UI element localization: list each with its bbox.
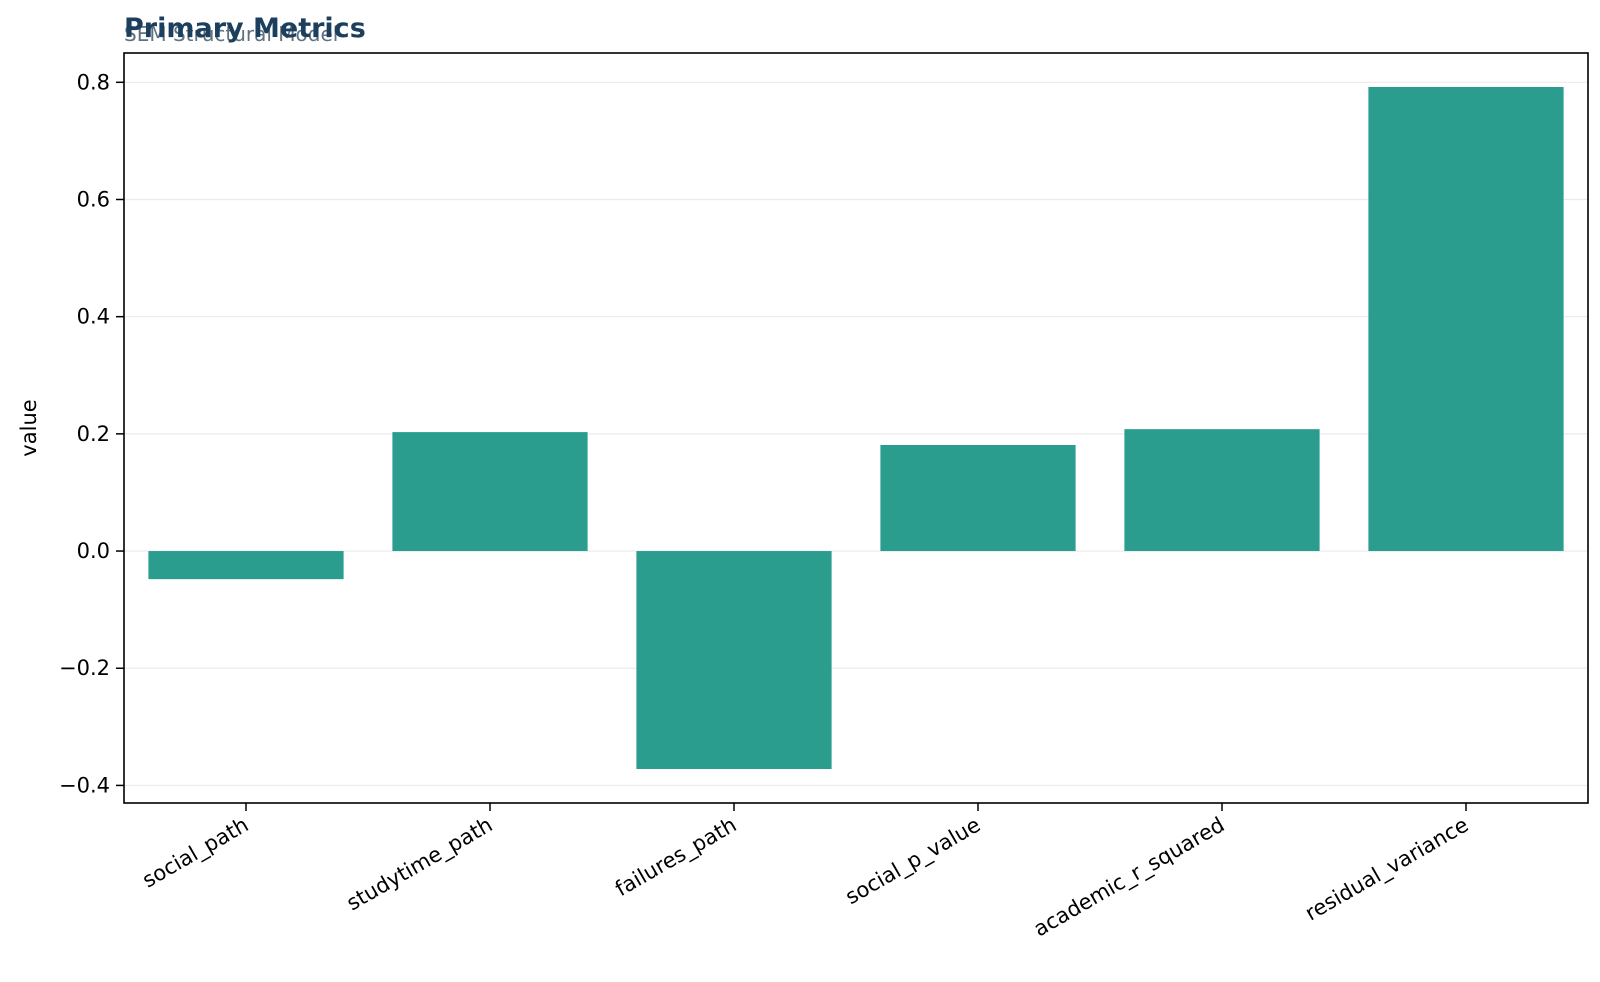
bar-social-path — [148, 551, 344, 580]
y-tick-label: −0.4 — [59, 773, 110, 797]
bar-academic-r-squared — [1124, 429, 1320, 552]
chart-subtitle: SEM Structural Model — [124, 22, 338, 46]
bar-residual-variance — [1368, 86, 1564, 552]
x-tick-label: academic_r_squared — [1030, 813, 1229, 943]
chart-title: Primary Metrics — [124, 13, 366, 44]
bars — [148, 86, 1564, 770]
y-tick-label: −0.2 — [59, 656, 110, 680]
gridlines — [124, 81, 1588, 787]
y-tick-label: 0.0 — [77, 539, 110, 563]
y-ticks: −0.4 −0.2 0.0 0.2 0.4 0.6 0.8 — [59, 70, 124, 797]
x-tick-label: social_p_value — [841, 813, 985, 910]
x-tick-label: failures_path — [611, 813, 741, 902]
x-tick-label: studytime_path — [343, 813, 497, 917]
plot-frame — [123, 52, 1589, 804]
y-tick-label: 0.4 — [77, 305, 110, 329]
y-axis-label: value — [17, 399, 41, 456]
y-tick-label: 0.6 — [77, 187, 110, 211]
x-tick-label: residual_variance — [1301, 813, 1473, 927]
y-tick-label: 0.2 — [77, 422, 110, 446]
x-ticks: social_path studytime_path failures_path so… — [138, 803, 1473, 942]
bar-failures-path — [636, 551, 832, 770]
x-tick-label: social_path — [138, 813, 253, 894]
y-tick-label: 0.8 — [77, 70, 110, 94]
bar-studytime-path — [392, 432, 588, 552]
bar-social-p-value — [880, 444, 1076, 552]
